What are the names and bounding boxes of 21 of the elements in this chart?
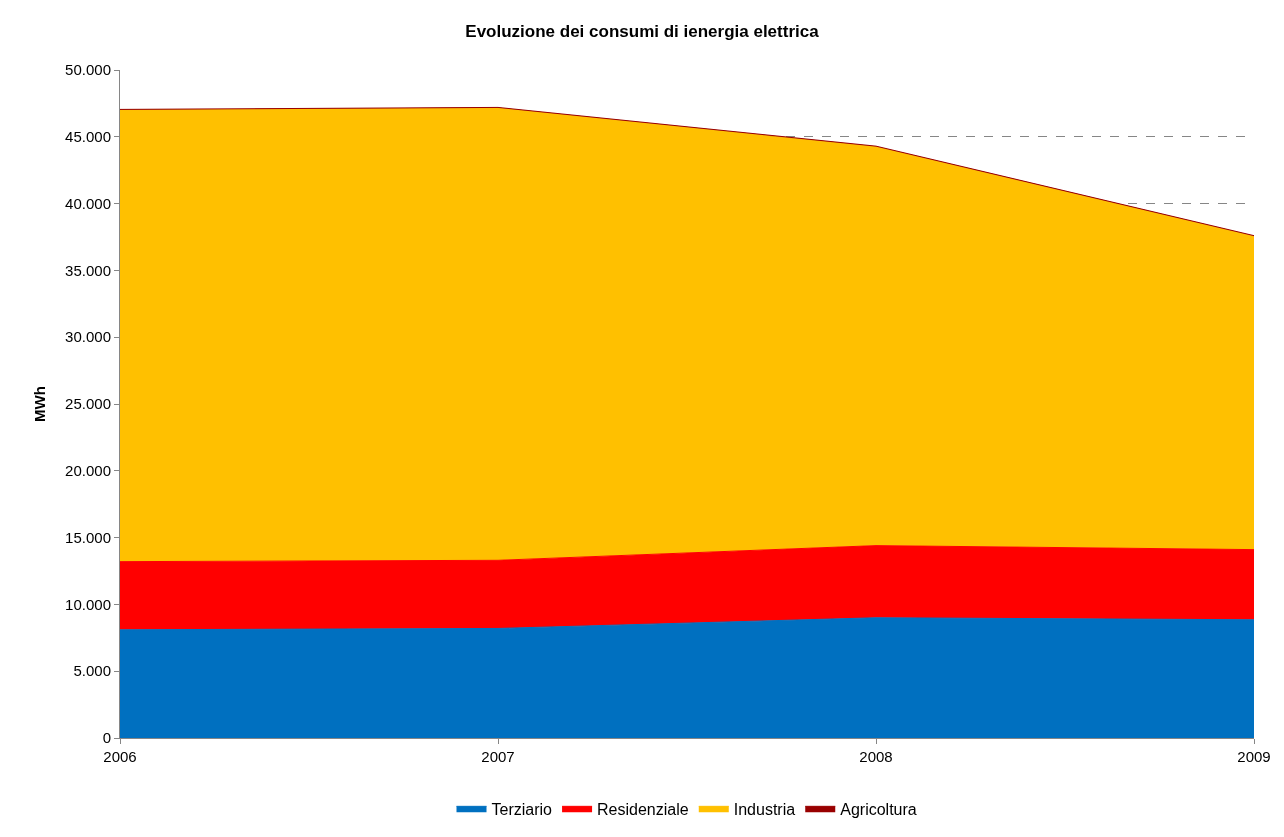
y-tick-label: 50.000 [65, 61, 111, 79]
y-tick-label: 30.000 [65, 328, 111, 346]
legend-label: Agricoltura [840, 800, 917, 818]
legend-label: Residenziale [597, 800, 689, 818]
y-tick-label: 5.000 [73, 662, 111, 680]
y-axis-title: MWh [31, 386, 49, 422]
y-tick-label: 15.000 [65, 528, 111, 546]
chart-title: Evoluzione dei consumi di ienergia elettrica [465, 22, 820, 42]
y-tick-label: 35.000 [65, 261, 111, 279]
x-tick-label: 2006 [103, 748, 137, 765]
y-tick-label: 25.000 [65, 395, 111, 413]
x-tick-label: 2008 [859, 748, 893, 765]
legend-label: Industria [733, 800, 796, 818]
y-tick-label: 10.000 [65, 595, 111, 613]
y-tick-label: 0 [102, 729, 111, 747]
legend-label: Terziario [491, 800, 553, 818]
y-tick-label: 40.000 [65, 194, 111, 212]
x-tick-label: 2007 [481, 748, 515, 765]
x-tick-label: 2009 [1237, 748, 1271, 765]
y-tick-label: 20.000 [65, 462, 111, 480]
y-tick-label: 45.000 [65, 128, 111, 146]
